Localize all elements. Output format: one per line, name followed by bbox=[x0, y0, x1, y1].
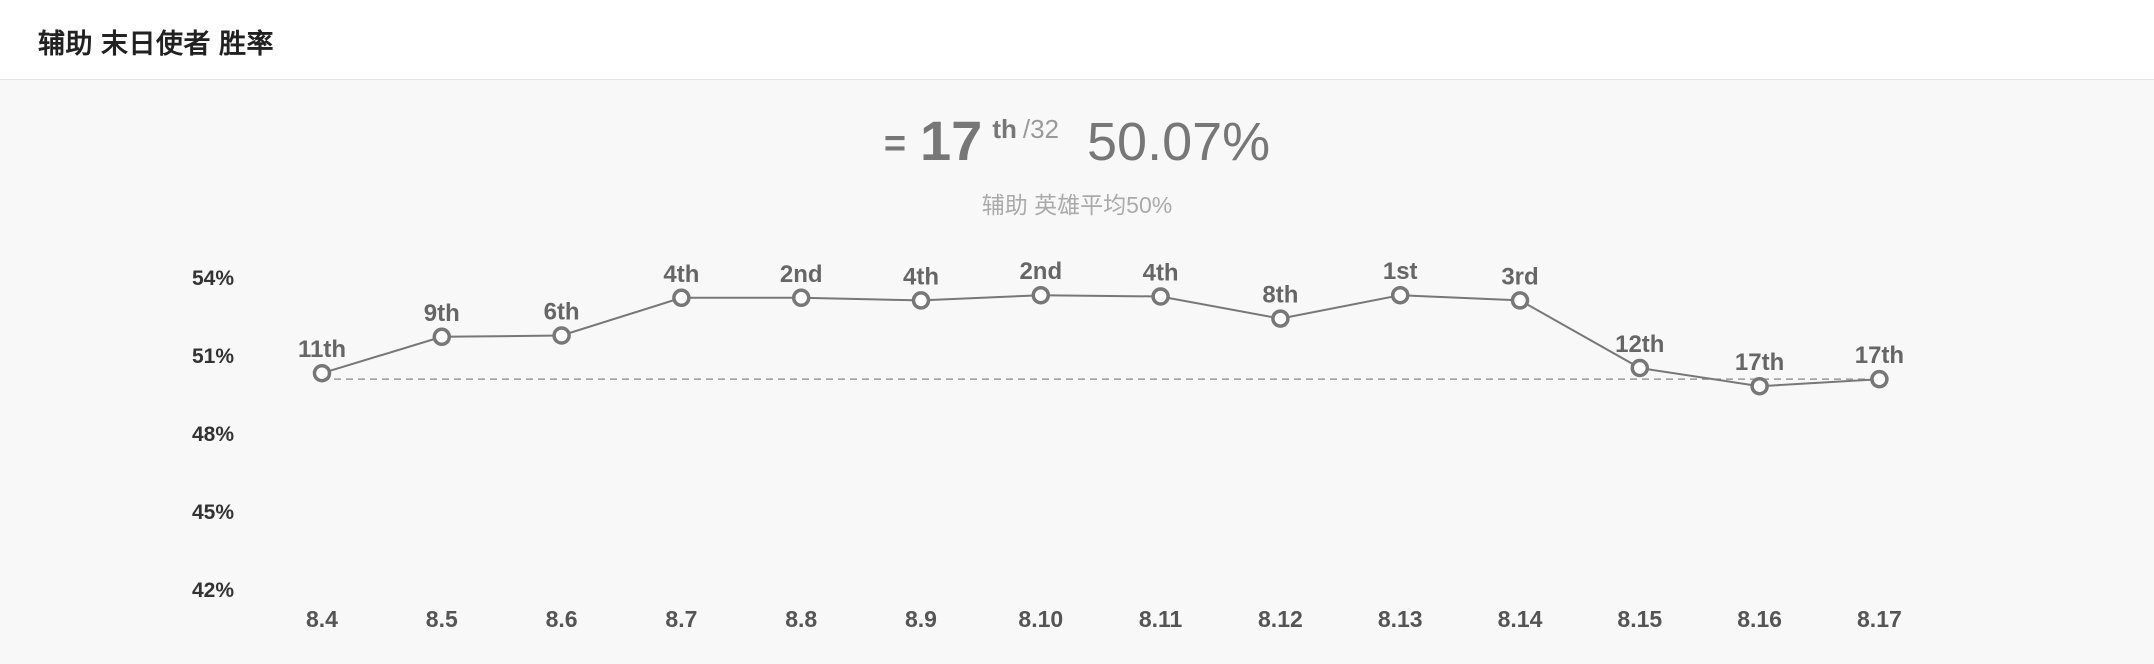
rank-number: 17 bbox=[920, 109, 983, 172]
x-tick-label: 8.17 bbox=[1857, 606, 1902, 632]
rank-labels: 11th 9th 6th 4th 2nd 4th 2nd 4th 8th 1st 3rd 12th 17… bbox=[298, 258, 1904, 376]
rank-label: 6th bbox=[544, 299, 580, 326]
data-point-marker bbox=[432, 327, 452, 347]
win-rate-series-line bbox=[321, 294, 1880, 388]
rank-label: 11th bbox=[298, 336, 346, 363]
data-point-marker bbox=[1271, 309, 1290, 328]
x-tick-label: 8.13 bbox=[1378, 606, 1423, 632]
rank-trend-indicator: = bbox=[883, 123, 907, 165]
x-tick-label: 8.12 bbox=[1258, 606, 1303, 632]
data-point-marker bbox=[1870, 369, 1889, 389]
y-tick-label: 45% bbox=[192, 501, 234, 524]
data-point-marker bbox=[1151, 287, 1170, 306]
y-tick-label: 42% bbox=[192, 579, 234, 602]
x-tick-label: 8.10 bbox=[1018, 606, 1063, 632]
rank-suffix: th bbox=[992, 114, 1017, 144]
rank-label: 8th bbox=[1262, 282, 1298, 309]
page-title: 辅助 末日使者 胜率 bbox=[38, 29, 275, 59]
y-tick-label: 54% bbox=[192, 267, 234, 290]
x-tick-label: 8.14 bbox=[1498, 606, 1543, 632]
rank-label: 4th bbox=[1143, 260, 1179, 287]
data-point-marker bbox=[791, 288, 811, 308]
rank-label: 12th bbox=[1615, 331, 1664, 358]
data-point-marker bbox=[1750, 376, 1769, 396]
rank-label: 2nd bbox=[780, 261, 823, 288]
x-tick-label: 8.4 bbox=[306, 606, 338, 632]
x-tick-label: 8.8 bbox=[785, 606, 817, 632]
data-point-marker bbox=[312, 363, 332, 383]
x-tick-label: 8.11 bbox=[1139, 606, 1183, 632]
data-point-marker bbox=[1031, 285, 1051, 305]
rank-label: 2nd bbox=[1019, 258, 1062, 285]
data-point-marker bbox=[1390, 285, 1410, 305]
rank-total: /32 bbox=[1022, 114, 1060, 144]
data-point-marker bbox=[911, 291, 931, 310]
data-points bbox=[312, 285, 1889, 396]
win-rate-value: 50.07% bbox=[1087, 112, 1271, 172]
average-subtitle: 辅助 英雄平均50% bbox=[981, 192, 1173, 218]
y-tick-label: 48% bbox=[192, 423, 234, 446]
x-tick-label: 8.9 bbox=[905, 606, 937, 632]
x-tick-label: 8.7 bbox=[665, 606, 697, 632]
data-point-marker bbox=[1510, 291, 1530, 310]
data-point-marker bbox=[552, 326, 571, 345]
data-point-marker bbox=[672, 288, 691, 308]
x-tick-label: 8.15 bbox=[1617, 606, 1662, 632]
rank-label: 3rd bbox=[1501, 263, 1538, 290]
x-tick-label: 8.16 bbox=[1737, 606, 1782, 632]
data-point-marker bbox=[1630, 358, 1650, 378]
y-axis: 54% 51% 48% 45% 42% bbox=[192, 267, 234, 602]
rank-label: 9th bbox=[424, 300, 460, 327]
rank-label: 17th bbox=[1735, 349, 1784, 376]
x-axis: 8.4 8.5 8.6 8.7 8.8 8.9 8.10 8.11 8.12 8.13 8.14 8.… bbox=[306, 606, 1902, 632]
x-tick-label: 8.5 bbox=[426, 606, 458, 632]
rank-label: 1st bbox=[1383, 258, 1418, 285]
header-bar: 辅助 末日使者 胜率 bbox=[0, 0, 2154, 80]
rank-label: 4th bbox=[663, 261, 699, 288]
rank-label: 4th bbox=[903, 263, 939, 290]
rank-label: 17th bbox=[1855, 342, 1904, 369]
rank-summary: = 17 th/32 50.07% bbox=[0, 108, 2154, 178]
y-tick-label: 51% bbox=[192, 345, 234, 368]
x-tick-label: 8.6 bbox=[546, 606, 578, 632]
